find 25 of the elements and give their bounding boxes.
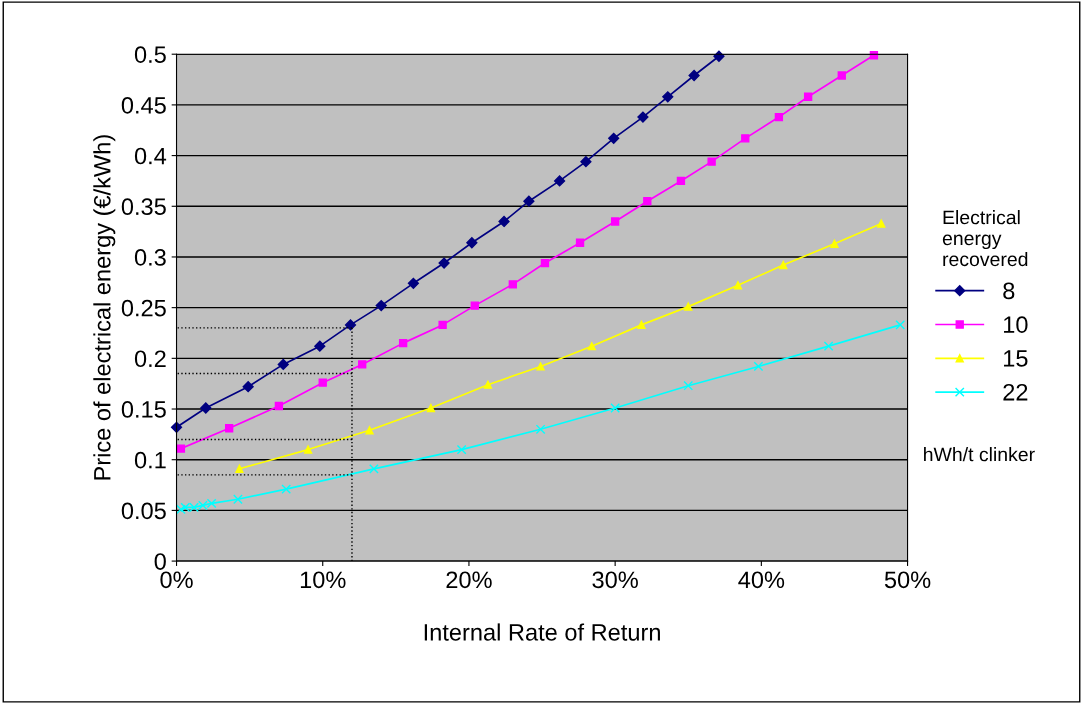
legend-label: 15 <box>1004 350 1028 367</box>
text: hWh/t clinker <box>924 447 1035 462</box>
legend-label: 22 <box>1003 383 1028 401</box>
y-tick-label: 0.45 <box>121 96 166 114</box>
y-tick-label: 0 <box>154 553 166 570</box>
y-axis-title: Price of electrical energy (€/kWh) <box>93 135 116 480</box>
x-tick-label: 20% <box>446 571 492 589</box>
y-tick-label: 0.1 <box>134 451 166 469</box>
x-tick-label: 40% <box>738 571 785 589</box>
y-tick-label: 0.05 <box>121 502 166 520</box>
y-tick-label: 0.4 <box>134 147 167 165</box>
y-tick-label: 0.15 <box>121 401 166 418</box>
legend-label: 8 <box>1003 282 1015 300</box>
x-tick-label: 0% <box>160 571 193 589</box>
x-tick-label: 30% <box>592 571 638 589</box>
legend-title: Electrical energy recovered <box>942 210 1028 267</box>
y-tick-label: 0.35 <box>121 198 166 216</box>
x-axis-title: Internal Rate of Return <box>424 623 660 641</box>
x-tick-label: 50% <box>884 571 931 589</box>
y-tick-label: 0.5 <box>134 46 166 63</box>
y-tick-label: 0.25 <box>121 299 166 317</box>
x-tick-label: 10% <box>300 571 346 589</box>
legend-label: 10 <box>1004 316 1028 333</box>
y-tick-label: 0.2 <box>134 350 166 368</box>
y-tick-label: 0.3 <box>134 249 166 266</box>
